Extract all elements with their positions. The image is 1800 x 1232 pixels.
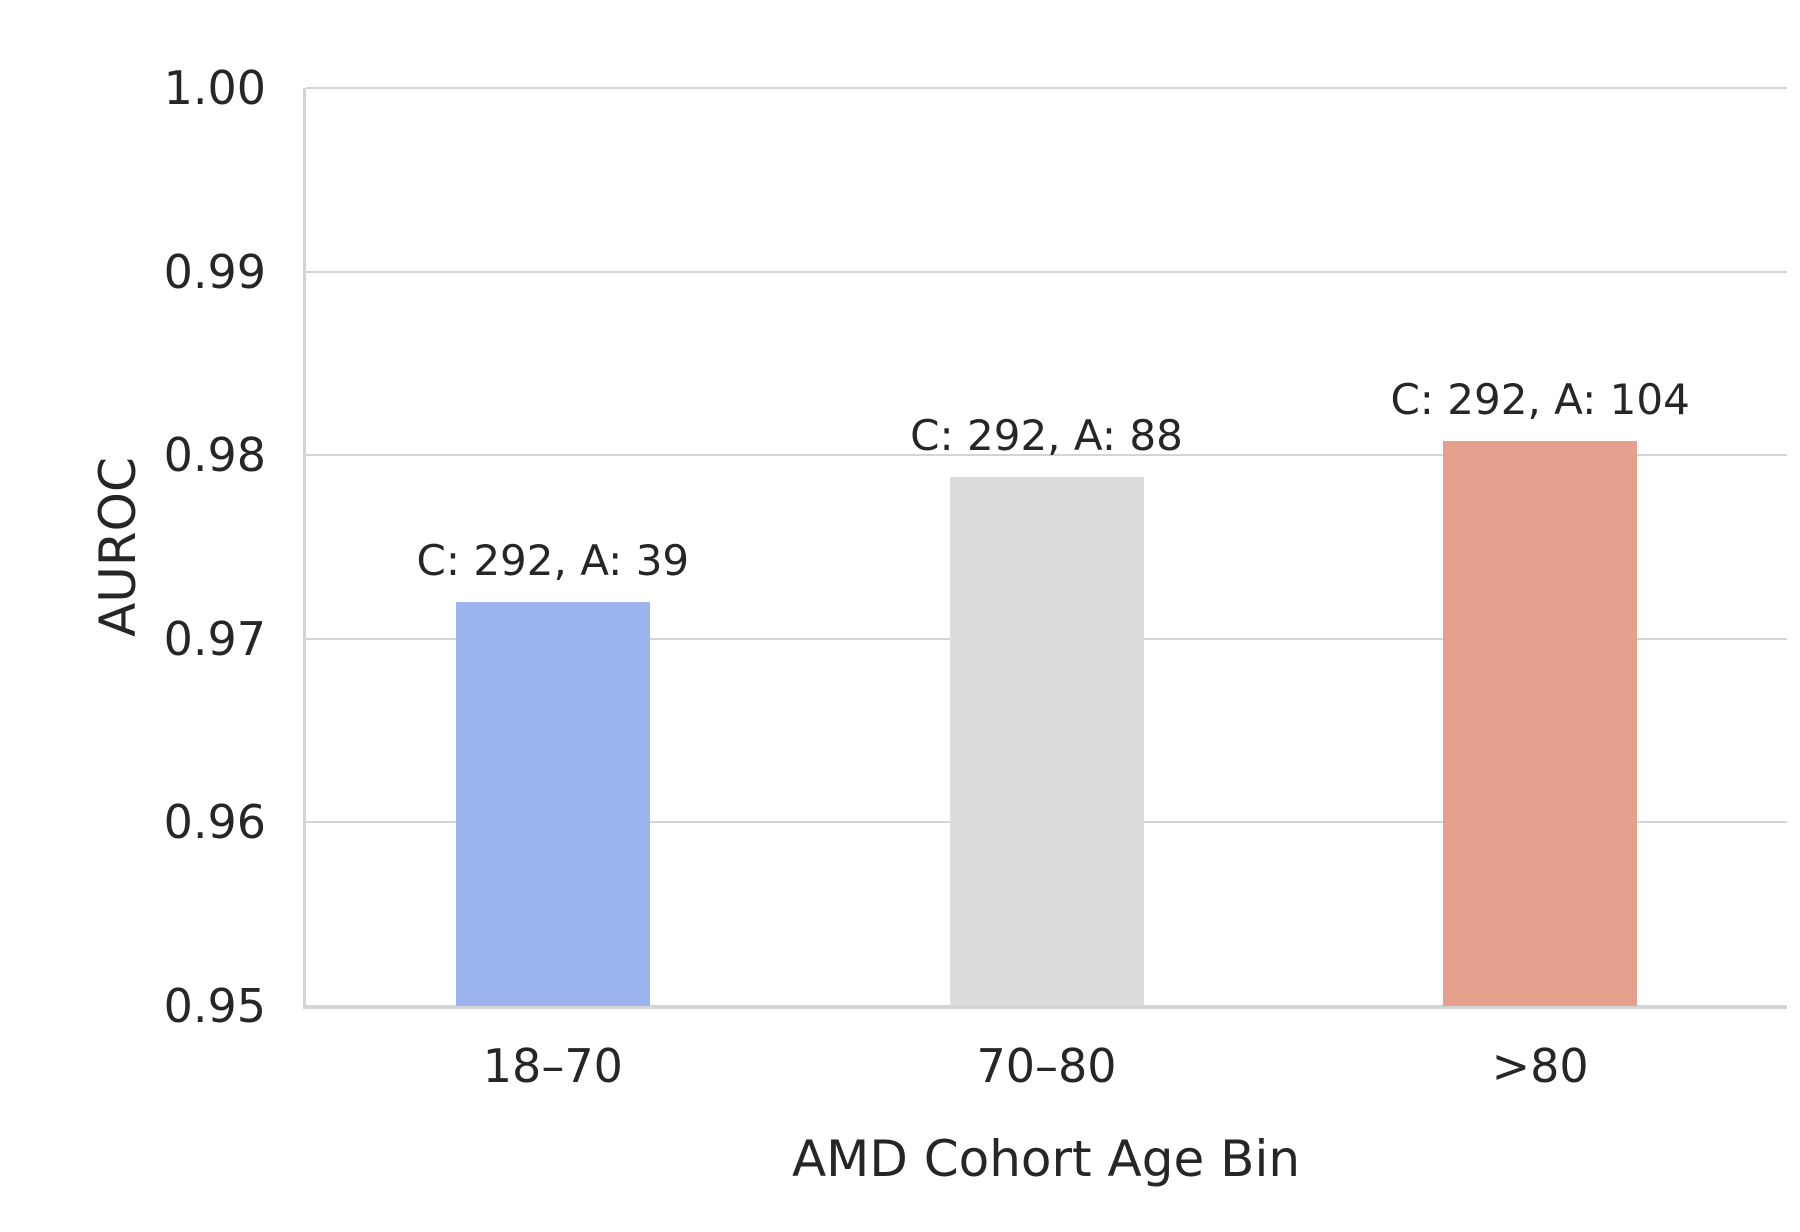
gridline <box>306 87 1787 89</box>
x-axis-label: AMD Cohort Age Bin <box>791 1130 1301 1188</box>
x-axis-spine <box>303 1006 1787 1009</box>
y-axis-label: AUROC <box>89 457 147 637</box>
y-tick-label: 0.97 <box>163 611 266 666</box>
y-tick-label: 1.00 <box>163 61 266 115</box>
y-tick-label: 0.95 <box>163 979 266 1033</box>
y-axis-spine <box>303 88 306 1009</box>
bar-80 <box>1443 440 1638 1006</box>
y-tick-label: 0.99 <box>163 244 266 299</box>
bar-70-80 <box>949 477 1144 1006</box>
x-tick-label: 70–80 <box>976 1039 1117 1093</box>
gridline <box>306 454 1787 457</box>
y-tick-label: 0.98 <box>163 428 266 483</box>
x-tick-label: >80 <box>1491 1039 1589 1093</box>
x-tick-label: 18–70 <box>482 1039 623 1093</box>
bar-chart: AUROC AMD Cohort Age Bin 0.95 0.96 0.97 0.9… <box>40 16 1800 1216</box>
bar-count-label: C: 292, A: 104 <box>1390 374 1690 424</box>
bar-count-label: C: 292, A: 39 <box>416 536 690 586</box>
y-tick-label: 0.96 <box>163 795 266 850</box>
bar-count-label: C: 292, A: 88 <box>910 411 1183 461</box>
gridline <box>306 270 1787 273</box>
bar-18-70 <box>455 602 650 1006</box>
